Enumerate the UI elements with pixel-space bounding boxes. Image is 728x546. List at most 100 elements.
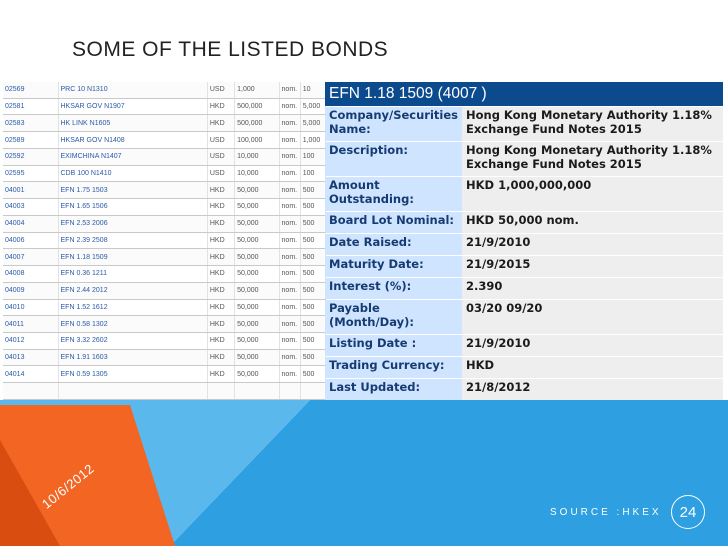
- bond-code: 04013: [3, 349, 59, 367]
- detail-table: Company/Securities Name: Hong Kong Moneta…: [325, 106, 723, 401]
- bond-currency: HKD: [207, 198, 236, 216]
- detail-label: Board Lot Nominal:: [325, 212, 462, 233]
- bond-lot: 50,000: [234, 198, 280, 216]
- source-label: SOURCE :HKEX: [550, 507, 662, 518]
- bond-unit: nom.: [279, 198, 301, 216]
- bond-unit: nom.: [279, 365, 301, 384]
- detail-label: Trading Currency:: [325, 357, 462, 378]
- detail-row: Listing Date :21/9/2010: [325, 335, 723, 356]
- detail-label: Payable (Month/Day):: [325, 300, 462, 334]
- bond-lot: 10,000: [234, 148, 280, 166]
- detail-row: Date Raised: 21/9/2010: [325, 234, 723, 255]
- detail-value: HKD: [461, 357, 723, 378]
- bond-name: CDB 100 N1410: [58, 165, 208, 183]
- bond-name: EXIMCHINA N1407: [58, 148, 208, 166]
- bond-code: 04006: [3, 232, 59, 250]
- bond-unit: nom.: [279, 315, 301, 333]
- bond-currency: HKD: [207, 332, 236, 350]
- bond-code: 04010: [3, 299, 59, 317]
- bond-unit: nom.: [279, 98, 301, 116]
- bond-size: 100: [300, 148, 327, 166]
- detail-value: HKD 1,000,000,000: [461, 177, 723, 211]
- bond-row: [3, 382, 327, 400]
- bond-unit: nom.: [279, 131, 301, 149]
- bond-row: 04009 EFN 2.44 2012 HKD 50,000 nom. 500: [3, 282, 327, 300]
- bond-currency: HKD: [207, 299, 236, 317]
- slide-title: SOME OF THE LISTED BONDS: [72, 38, 389, 61]
- bond-name: EFN 1.18 1509: [58, 248, 208, 267]
- bond-code: 04009: [3, 282, 59, 300]
- bond-lot: [234, 382, 280, 400]
- bond-unit: nom.: [279, 114, 301, 133]
- bond-row: 02592 EXIMCHINA N1407 USD 10,000 nom. 100: [3, 148, 327, 166]
- bond-unit: nom.: [279, 181, 301, 200]
- bond-size: 500: [300, 215, 327, 233]
- bond-name: HKSAR GOV N1907: [58, 98, 208, 116]
- bond-currency: HKD: [207, 282, 236, 300]
- bond-currency: USD: [207, 148, 236, 166]
- bond-currency: [207, 382, 236, 400]
- bond-lot: 50,000: [234, 265, 280, 283]
- bond-unit: nom.: [279, 215, 301, 233]
- bond-currency: USD: [207, 82, 236, 99]
- bond-name: HK LINK N1605: [58, 114, 208, 133]
- bond-size: 500: [300, 265, 327, 283]
- bond-name: EFN 2.44 2012: [58, 282, 208, 300]
- detail-row: Last Updated: 21/8/2012: [325, 379, 723, 400]
- bond-code: 04012: [3, 332, 59, 350]
- bond-code: 04008: [3, 265, 59, 283]
- bond-row: 02595 CDB 100 N1410 USD 10,000 nom. 100: [3, 165, 327, 183]
- bond-size: 500: [300, 232, 327, 250]
- bond-code: [3, 382, 59, 400]
- bond-currency: USD: [207, 165, 236, 183]
- bond-row: 04006 EFN 2.39 2508 HKD 50,000 nom. 500: [3, 232, 327, 250]
- bond-currency: HKD: [207, 315, 236, 333]
- slide-date: 10/6/2012: [39, 460, 97, 512]
- bond-lot: 500,000: [234, 98, 280, 116]
- detail-label: Listing Date :: [325, 335, 462, 356]
- detail-row: Amount Outstanding: HKD 1,000,000,000: [325, 177, 723, 211]
- bond-lot: 100,000: [234, 131, 280, 149]
- detail-value: Hong Kong Monetary Authority 1.18% Excha…: [461, 107, 723, 141]
- bond-unit: nom.: [279, 148, 301, 166]
- bond-unit: nom.: [279, 349, 301, 367]
- bond-currency: HKD: [207, 265, 236, 283]
- detail-value: 21/9/2015: [461, 256, 723, 277]
- bond-name: EFN 0.59 1305: [58, 365, 208, 384]
- bond-row: 04003 EFN 1.65 1506 HKD 50,000 nom. 500: [3, 198, 327, 216]
- bond-size: 500: [300, 282, 327, 300]
- bond-currency: HKD: [207, 349, 236, 367]
- bond-unit: nom.: [279, 299, 301, 317]
- bond-code: 04003: [3, 198, 59, 216]
- bond-lot: 50,000: [234, 181, 280, 200]
- bond-size: 500: [300, 315, 327, 333]
- bond-row: 04010 EFN 1.52 1612 HKD 50,000 nom. 500: [3, 299, 327, 317]
- bond-row: 02581 HKSAR GOV N1907 HKD 500,000 nom. 5,000: [3, 98, 327, 116]
- bond-currency: HKD: [207, 248, 236, 267]
- bond-code: 04011: [3, 315, 59, 333]
- detail-row: Description: Hong Kong Monetary Authority…: [325, 142, 723, 176]
- bond-name: PRC 10 N1310: [58, 82, 208, 99]
- detail-label: Interest (%):: [325, 278, 462, 299]
- bond-list-table: 02569 PRC 10 N1310 USD 1,000 nom. 10 02581 HKSA…: [3, 82, 327, 400]
- detail-row: Company/Securities Name: Hong Kong Moneta…: [325, 107, 723, 141]
- bond-size: 10: [300, 82, 327, 99]
- light-blue-triangle: [0, 400, 310, 546]
- detail-value: 2.390: [461, 278, 723, 299]
- bond-code: 04001: [3, 181, 59, 200]
- bond-lot: 50,000: [234, 282, 280, 300]
- bond-unit: [279, 382, 301, 400]
- bond-size: 5,000: [300, 98, 327, 116]
- detail-label: Amount Outstanding:: [325, 177, 462, 211]
- bond-name: EFN 1.52 1612: [58, 299, 208, 317]
- bond-lot: 50,000: [234, 215, 280, 233]
- bond-size: 5,000: [300, 114, 327, 133]
- bond-currency: HKD: [207, 98, 236, 116]
- bond-currency: HKD: [207, 215, 236, 233]
- bond-code: 02583: [3, 114, 59, 133]
- detail-row: Board Lot Nominal: HKD 50,000 nom.: [325, 212, 723, 233]
- bond-size: 100: [300, 165, 327, 183]
- bond-unit: nom.: [279, 165, 301, 183]
- bond-code: 04004: [3, 215, 59, 233]
- bond-currency: HKD: [207, 181, 236, 200]
